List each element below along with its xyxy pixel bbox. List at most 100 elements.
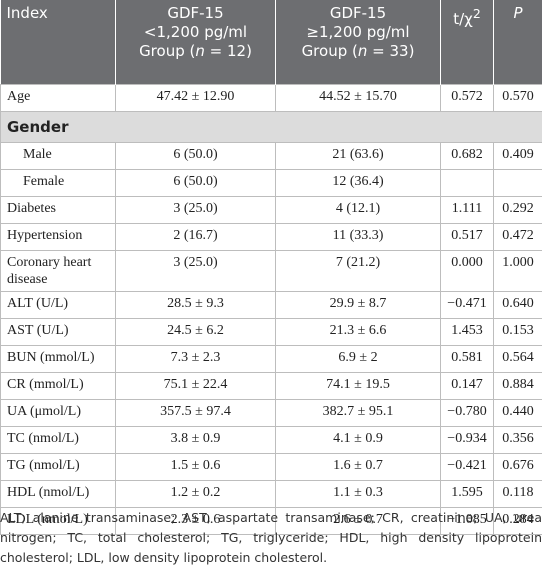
table-cell: 6.9 ± 2	[275, 345, 441, 373]
table-cell: 0.884	[493, 372, 542, 400]
table-row: Hypertension 2 (16.7) 11 (33.3) 0.517 0.472	[0, 223, 542, 251]
table-cell: 0.564	[493, 345, 542, 373]
table-cell: 0.676	[493, 453, 542, 481]
table-cell: 0.682	[440, 142, 494, 170]
table-cell: 0.356	[493, 426, 542, 454]
table-cell: 7 (21.2)	[275, 250, 441, 292]
header-cell: GDF-15 <1,200 pg/ml Group (n = 12)	[115, 0, 276, 85]
table-cell: 0.147	[440, 372, 494, 400]
table-cell: 0.000	[440, 250, 494, 292]
table-cell: 2.3 ± 0.6	[115, 507, 276, 535]
table-cell: 0.517	[440, 223, 494, 251]
header-text: <1,200 pg/ml	[143, 23, 248, 41]
table-cell: −0.421	[440, 453, 494, 481]
table-cell: 12 (36.4)	[275, 169, 441, 197]
table-cell: 28.5 ± 9.3	[115, 291, 276, 319]
table-cell: 3 (25.0)	[115, 250, 276, 292]
table-cell: 1.6 ± 0.7	[275, 453, 441, 481]
table-cell: 21.3 ± 6.6	[275, 318, 441, 346]
table-cell: 74.1 ± 19.5	[275, 372, 441, 400]
table-cell: 1.1 ± 0.3	[275, 480, 441, 508]
row-label: Male	[0, 142, 116, 170]
header-text: = 33)	[367, 42, 415, 60]
table-cell: 1.453	[440, 318, 494, 346]
table-cell: 357.5 ± 97.4	[115, 399, 276, 427]
table-cell: 44.52 ± 15.70	[275, 84, 441, 112]
table-cell: 4.1 ± 0.9	[275, 426, 441, 454]
table-cell: −0.934	[440, 426, 494, 454]
table-cell: 29.9 ± 8.7	[275, 291, 441, 319]
row-label: ALT (U/L)	[0, 291, 116, 319]
table-cell: 6 (50.0)	[115, 169, 276, 197]
row-label: Coronary heart disease	[0, 250, 116, 292]
table-cell: 1.5 ± 0.6	[115, 453, 276, 481]
table-cell: 24.5 ± 6.2	[115, 318, 276, 346]
table-cell: 75.1 ± 22.4	[115, 372, 276, 400]
data-table: Index GDF-15 <1,200 pg/ml Group (n = 12)…	[0, 0, 542, 535]
table-cell: 382.7 ± 95.1	[275, 399, 441, 427]
header-text: t/χ	[453, 10, 473, 28]
table-row: LDL (nmol/L) 2.3 ± 0.6 2.6 ± 0.7 −1.085 0.28…	[0, 507, 542, 535]
row-label: Hypertension	[0, 223, 116, 251]
table-cell: −0.471	[440, 291, 494, 319]
header-text: = 12)	[204, 42, 252, 60]
table-row: Coronary heart disease 3 (25.0) 7 (21.2) 0.…	[0, 250, 542, 292]
table-cell: 4 (12.1)	[275, 196, 441, 224]
table-row: HDL (nmol/L) 1.2 ± 0.2 1.1 ± 0.3 1.595 0.118	[0, 480, 542, 508]
header-text: GDF-15	[329, 4, 387, 22]
table-row: AST (U/L) 24.5 ± 6.2 21.3 ± 6.6 1.453 0.153	[0, 318, 542, 346]
table-row: BUN (mmol/L) 7.3 ± 2.3 6.9 ± 2 0.581 0.564	[0, 345, 542, 373]
header-text: Group (	[139, 42, 196, 60]
table-cell: 11 (33.3)	[275, 223, 441, 251]
row-label: TC (nmol/L)	[0, 426, 116, 454]
header-row: Index GDF-15 <1,200 pg/ml Group (n = 12)…	[0, 0, 542, 85]
header-cell: Index	[0, 0, 116, 85]
table-cell	[493, 169, 542, 197]
table-body: Age 47.42 ± 12.90 44.52 ± 15.70 0.572 0.570 G…	[0, 84, 542, 535]
table-cell: 21 (63.6)	[275, 142, 441, 170]
table-cell: 0.572	[440, 84, 494, 112]
table-row: UA (μmol/L) 357.5 ± 97.4 382.7 ± 95.1 −0.78…	[0, 399, 542, 427]
header-text: GDF-15	[167, 4, 224, 22]
table-cell: 3.8 ± 0.9	[115, 426, 276, 454]
row-label: UA (μmol/L)	[0, 399, 116, 427]
header-text: Index	[6, 4, 48, 22]
header-text: Group (	[301, 42, 358, 60]
row-label: AST (U/L)	[0, 318, 116, 346]
header-cell: GDF-15 ≥1,200 pg/ml Group (n = 33)	[275, 0, 441, 85]
table-cell: 1.000	[493, 250, 542, 292]
table-cell: 1.2 ± 0.2	[115, 480, 276, 508]
header-cell: t/χ2	[440, 0, 494, 85]
table-cell: 0.640	[493, 291, 542, 319]
row-label: TG (nmol/L)	[0, 453, 116, 481]
table-row: ALT (U/L) 28.5 ± 9.3 29.9 ± 8.7 −0.471 0.640	[0, 291, 542, 319]
table-cell: 3 (25.0)	[115, 196, 276, 224]
table-cell: 1.111	[440, 196, 494, 224]
header-text: n	[357, 42, 368, 60]
table-cell: 7.3 ± 2.3	[115, 345, 276, 373]
row-label: HDL (nmol/L)	[0, 480, 116, 508]
header-text: n	[195, 42, 205, 60]
table-cell: 47.42 ± 12.90	[115, 84, 276, 112]
table-cell: 0.292	[493, 196, 542, 224]
table-row: CR (mmol/L) 75.1 ± 22.4 74.1 ± 19.5 0.147 0.…	[0, 372, 542, 400]
header-text: ≥1,200 pg/ml	[306, 23, 410, 41]
table-cell: 0.118	[493, 480, 542, 508]
header-text: 2	[472, 6, 481, 21]
row-label: Diabetes	[0, 196, 116, 224]
header-text: P	[513, 4, 523, 22]
table-cell	[440, 169, 494, 197]
table-row: Male 6 (50.0) 21 (63.6) 0.682 0.409	[0, 142, 542, 170]
table-cell: 1.595	[440, 480, 494, 508]
header-cell: P	[493, 0, 542, 85]
row-label: LDL (nmol/L)	[0, 507, 116, 535]
footnote: ALT, alanine transaminase; AST, aspartat…	[0, 510, 542, 565]
table-cell: 0.472	[493, 223, 542, 251]
row-label: Female	[0, 169, 116, 197]
section-cell: Gender	[0, 111, 542, 143]
table-cell: 0.581	[440, 345, 494, 373]
table-row: TC (nmol/L) 3.8 ± 0.9 4.1 ± 0.9 −0.934 0.356	[0, 426, 542, 454]
table-row: Diabetes 3 (25.0) 4 (12.1) 1.111 0.292	[0, 196, 542, 224]
table-cell: 0.153	[493, 318, 542, 346]
